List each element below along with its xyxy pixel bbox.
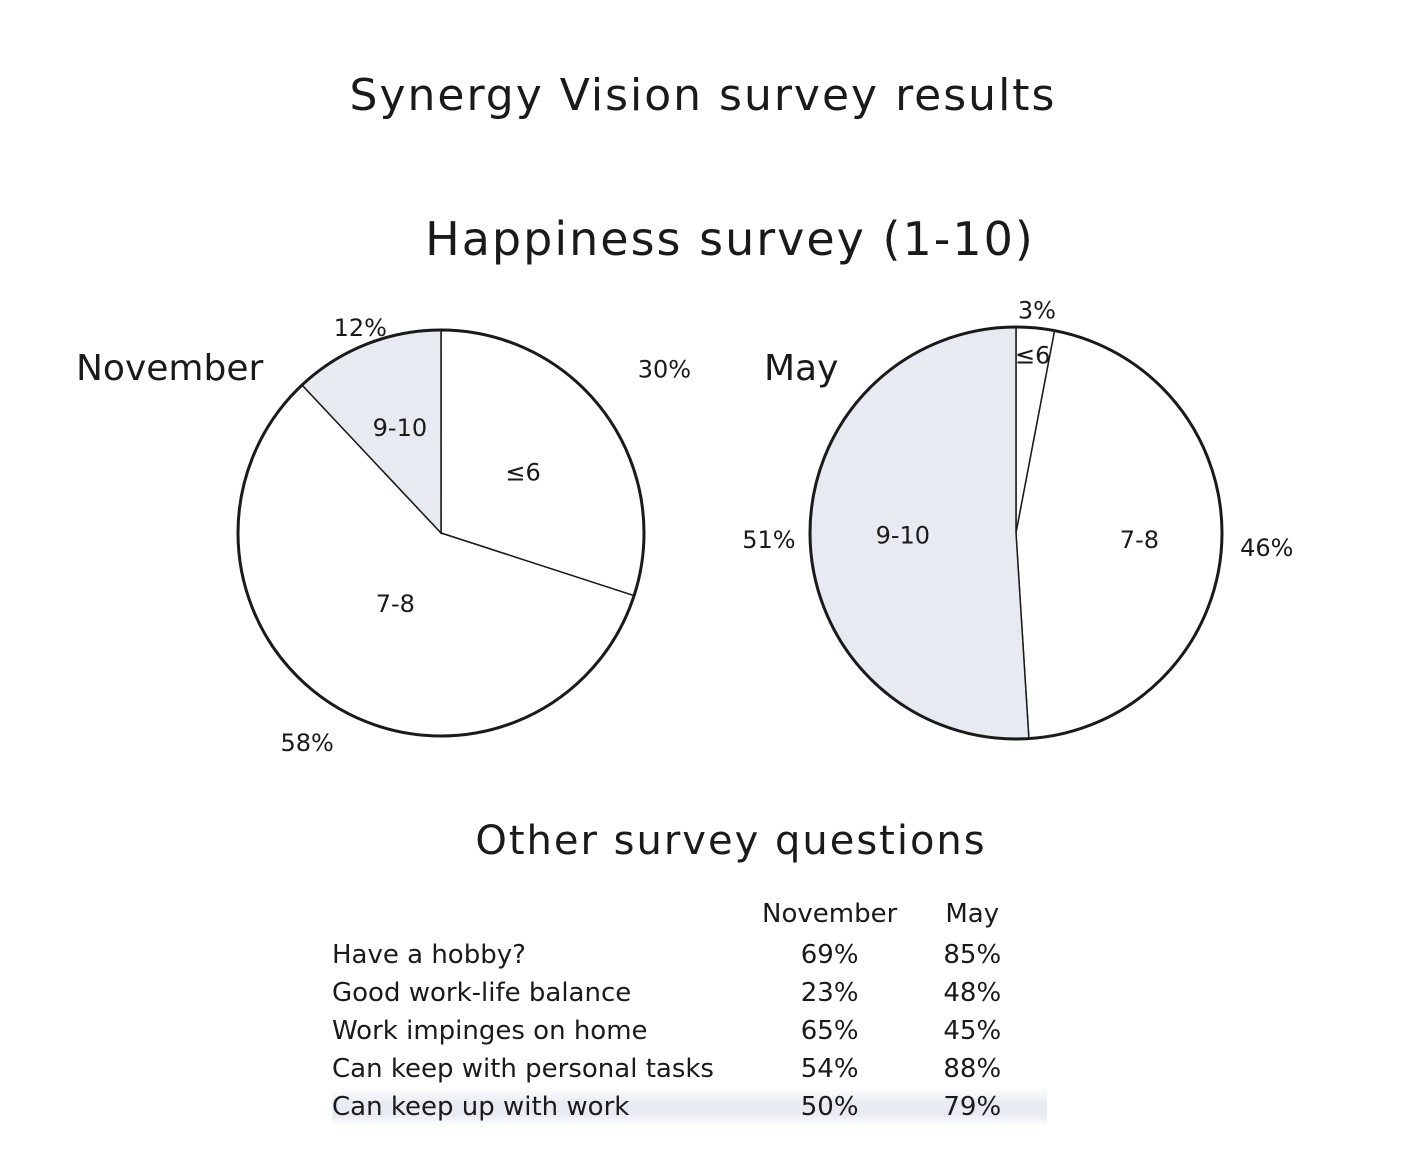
slice-percent-label: 3% — [1018, 297, 1056, 325]
slice-label: 9-10 — [876, 522, 930, 550]
may-value: 85% — [943, 940, 1002, 970]
column-header — [332, 896, 762, 936]
may-value: 88% — [943, 1054, 1002, 1084]
page-title: Synergy Vision survey results — [349, 70, 1057, 121]
table-row: Can keep with personal tasks 54% 88% — [332, 1050, 1047, 1088]
slice-percent-label: 58% — [281, 729, 334, 757]
slice-percent-label: 46% — [1240, 534, 1293, 562]
pie-title: May — [764, 348, 838, 389]
slice-percent-label: 12% — [334, 314, 387, 342]
table-title: Other survey questions — [475, 818, 987, 864]
table-row: Good work-life balance 23% 48% — [332, 974, 1047, 1012]
row-label: Can keep with personal tasks — [332, 1054, 714, 1084]
slice-percent-label: 51% — [742, 526, 795, 554]
slice-label: 9-10 — [373, 414, 427, 442]
may-value: 48% — [943, 978, 1002, 1008]
pie-may: ≤6 3% 7-8 46% 9-10 51% May — [742, 297, 1293, 741]
row-label: Good work-life balance — [332, 978, 632, 1008]
pie-outline — [808, 325, 1224, 741]
slice-label: ≤6 — [505, 458, 540, 486]
november-value: 23% — [800, 978, 859, 1008]
november-value: 54% — [800, 1054, 859, 1084]
slice-label: 7-8 — [1120, 526, 1159, 554]
column-header-november: November — [762, 899, 898, 929]
row-label: Have a hobby? — [332, 940, 526, 970]
pie-november: ≤6 30% 7-8 58% 9-10 12% November — [76, 314, 691, 757]
table-row: Can keep up with work 50% 79% — [332, 1088, 1048, 1126]
november-value: 65% — [800, 1016, 859, 1046]
table-row: Have a hobby? 69% 85% — [332, 936, 1047, 974]
may-value: 79% — [897, 1088, 1048, 1126]
pie-charts: ≤6 30% 7-8 58% 9-10 12% November ≤6 3% 7-8 46% 9-10… — [76, 297, 1293, 757]
chart-subtitle: Happiness survey (1-10) — [425, 212, 1035, 266]
slice-label: 7-8 — [376, 590, 415, 618]
pie-title: November — [76, 348, 263, 389]
slice-label: ≤6 — [1015, 342, 1050, 370]
table-header-row: November May — [332, 896, 1047, 936]
survey-table: November May Have a hobby? 69% 85% Good … — [332, 896, 1048, 1126]
row-label: Can keep up with work — [332, 1088, 762, 1126]
table-row: Work impinges on home 65% 45% — [332, 1012, 1047, 1050]
may-value: 45% — [943, 1016, 1002, 1046]
column-header-may: May — [945, 899, 1000, 929]
slice-percent-label: 30% — [638, 356, 691, 384]
november-value: 50% — [762, 1088, 898, 1126]
row-label: Work impinges on home — [332, 1016, 648, 1046]
pie-outline — [236, 328, 646, 738]
november-value: 69% — [800, 940, 859, 970]
